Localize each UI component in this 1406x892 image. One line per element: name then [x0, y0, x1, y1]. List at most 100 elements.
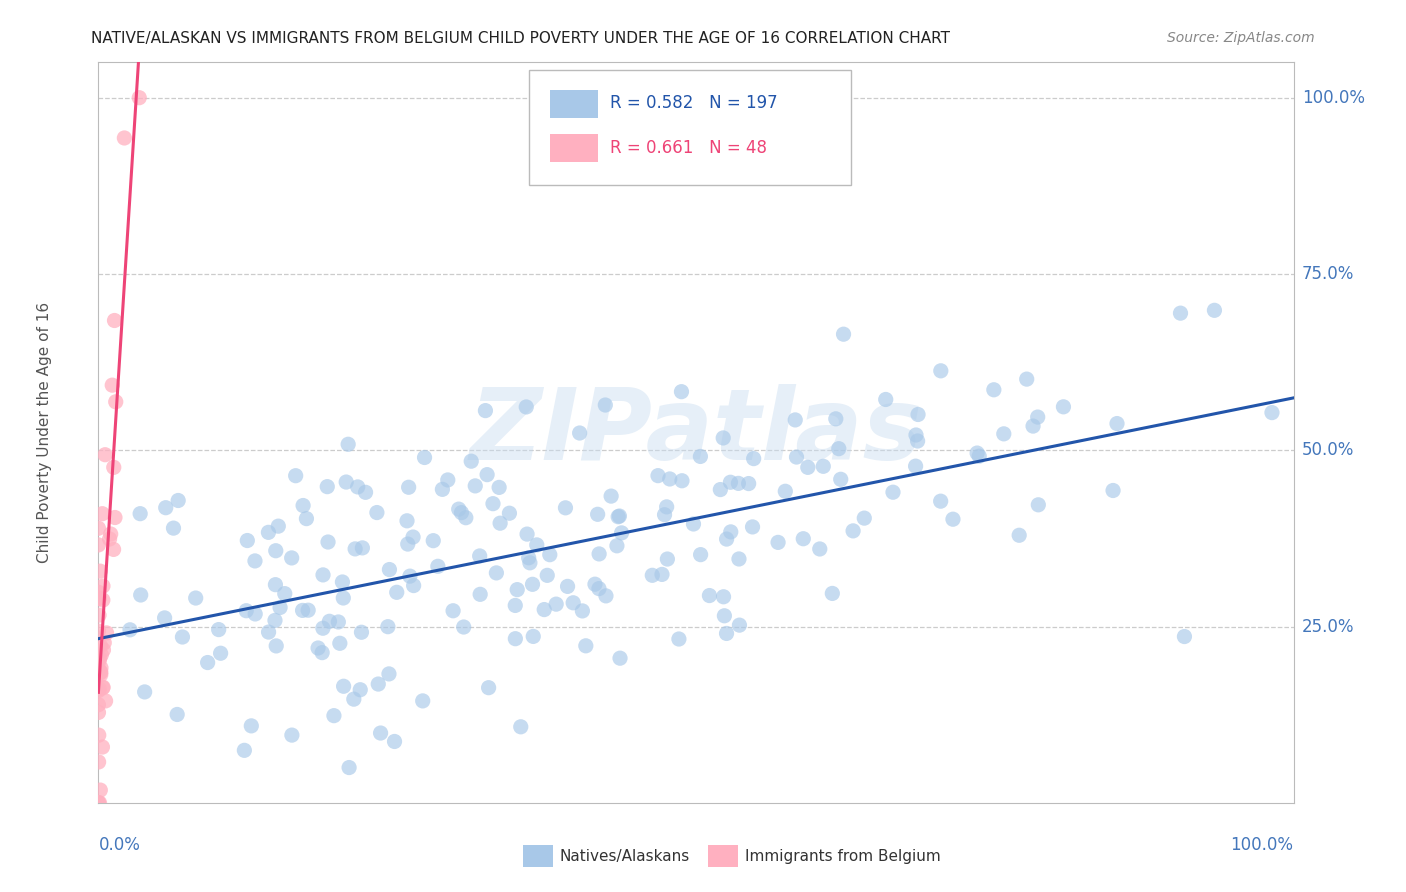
- Point: [711, 431, 734, 445]
- Point: [536, 568, 558, 582]
- Point: [257, 625, 280, 640]
- Point: [682, 516, 704, 531]
- Point: [993, 426, 1015, 441]
- Point: [269, 600, 291, 615]
- Point: [775, 484, 797, 499]
- Point: [546, 597, 568, 611]
- Point: [91, 681, 114, 695]
- Point: [295, 511, 318, 525]
- Point: [318, 615, 340, 629]
- Point: [689, 450, 711, 464]
- Point: [832, 327, 855, 342]
- Point: [90, 639, 112, 653]
- Point: [842, 524, 865, 538]
- Point: [87, 796, 110, 810]
- Point: [1261, 406, 1284, 420]
- Point: [786, 450, 808, 464]
- Point: [821, 586, 844, 600]
- Point: [87, 624, 110, 638]
- Point: [904, 459, 927, 474]
- Point: [498, 506, 520, 520]
- Point: [515, 400, 537, 414]
- Bar: [550, 90, 598, 118]
- Point: [737, 476, 759, 491]
- Text: Child Poverty Under the Age of 16: Child Poverty Under the Age of 16: [37, 302, 52, 563]
- Point: [329, 636, 352, 650]
- Point: [562, 596, 585, 610]
- Point: [488, 480, 510, 494]
- Point: [209, 646, 232, 660]
- Point: [104, 510, 127, 524]
- Point: [280, 550, 302, 565]
- Bar: [523, 845, 553, 867]
- Point: [89, 665, 111, 680]
- Point: [91, 507, 114, 521]
- Point: [830, 472, 852, 486]
- Point: [568, 425, 591, 440]
- Point: [316, 535, 339, 549]
- Point: [134, 685, 156, 699]
- Point: [366, 506, 388, 520]
- Point: [245, 607, 267, 621]
- Point: [153, 611, 176, 625]
- Point: [509, 720, 531, 734]
- Point: [370, 726, 392, 740]
- Point: [929, 494, 952, 508]
- Point: [1026, 498, 1049, 512]
- Point: [797, 460, 820, 475]
- Point: [87, 521, 110, 535]
- Point: [432, 483, 454, 497]
- Point: [91, 579, 114, 593]
- Point: [436, 473, 458, 487]
- Text: 75.0%: 75.0%: [1302, 265, 1354, 283]
- Point: [162, 521, 184, 535]
- Point: [453, 620, 475, 634]
- Point: [554, 500, 576, 515]
- Point: [571, 604, 593, 618]
- Point: [103, 542, 125, 557]
- Point: [588, 547, 610, 561]
- Point: [516, 527, 538, 541]
- Text: 0.0%: 0.0%: [98, 836, 141, 855]
- Point: [609, 651, 631, 665]
- Point: [454, 510, 477, 524]
- Point: [503, 599, 526, 613]
- Point: [311, 646, 333, 660]
- Point: [281, 728, 304, 742]
- Point: [398, 480, 420, 494]
- Point: [464, 479, 486, 493]
- Point: [668, 632, 690, 646]
- Point: [651, 567, 673, 582]
- Point: [240, 719, 263, 733]
- Point: [377, 620, 399, 634]
- Point: [1022, 419, 1045, 434]
- Point: [264, 614, 287, 628]
- Point: [907, 434, 929, 448]
- Point: [824, 412, 846, 426]
- Point: [460, 454, 482, 468]
- Point: [728, 618, 751, 632]
- Point: [671, 384, 693, 399]
- Point: [384, 734, 406, 748]
- Point: [367, 677, 389, 691]
- Point: [720, 524, 742, 539]
- Point: [89, 653, 111, 667]
- Point: [307, 640, 329, 655]
- Point: [316, 480, 339, 494]
- Point: [337, 760, 360, 774]
- Point: [609, 509, 631, 524]
- Point: [450, 506, 472, 520]
- Point: [90, 661, 112, 675]
- Point: [284, 468, 307, 483]
- Point: [328, 615, 350, 629]
- Point: [90, 668, 112, 682]
- Text: R = 0.661   N = 48: R = 0.661 N = 48: [610, 138, 766, 157]
- Point: [853, 511, 876, 525]
- Text: NATIVE/ALASKAN VS IMMIGRANTS FROM BELGIUM CHILD POVERTY UNDER THE AGE OF 16 CORR: NATIVE/ALASKAN VS IMMIGRANTS FROM BELGIU…: [91, 31, 950, 46]
- Point: [402, 578, 425, 592]
- Point: [167, 493, 190, 508]
- Point: [354, 485, 377, 500]
- Point: [728, 552, 751, 566]
- Point: [349, 682, 371, 697]
- Point: [312, 568, 335, 582]
